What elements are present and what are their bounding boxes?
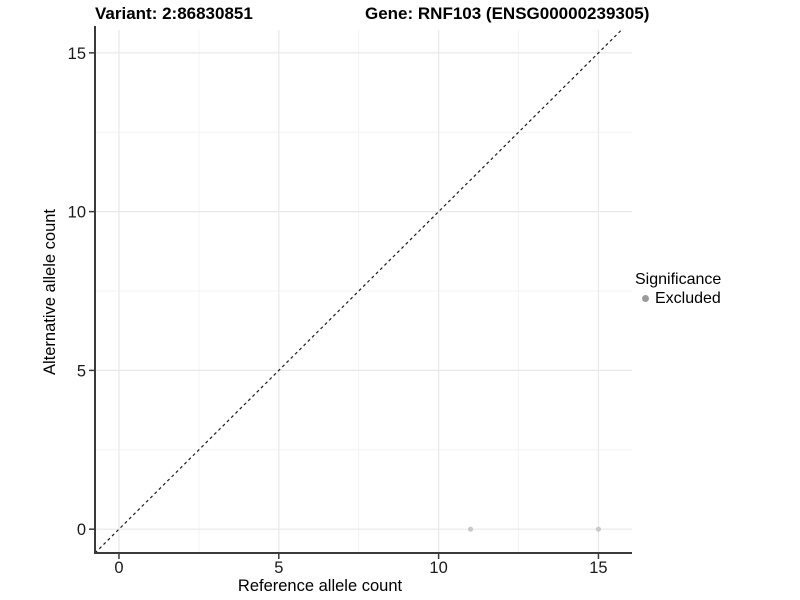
data-point (595, 526, 602, 532)
y-tick-label: 5 (77, 362, 86, 380)
x-tick-label: 0 (114, 559, 123, 577)
legend-item: Excluded (635, 289, 721, 308)
x-tick-label: 5 (274, 559, 283, 577)
minor-gridlines (95, 30, 632, 553)
legend-title: Significance (635, 271, 722, 288)
x-tick-label: 10 (429, 559, 447, 577)
axis-tick-marks (89, 52, 600, 559)
y-tick-label: 15 (68, 45, 86, 63)
identity-reference-line (94, 29, 622, 554)
legend: Significance Excluded (635, 270, 721, 308)
major-gridlines (95, 30, 632, 553)
axis-lines (94, 26, 632, 554)
x-axis-title: Reference allele count (238, 577, 403, 595)
data-points (467, 526, 602, 532)
y-tick-label: 0 (77, 521, 86, 539)
y-tick-label: 10 (68, 204, 86, 222)
legend-point-icon (642, 295, 649, 302)
legend-items: Excluded (635, 289, 721, 308)
data-point (467, 526, 474, 532)
x-tick-label: 15 (589, 559, 607, 577)
axis-tick-labels: 0 5 10 15 0 5 10 15 (68, 45, 608, 577)
y-axis-title: Alternative allele count (41, 209, 59, 375)
legend-item-label: Excluded (655, 290, 721, 307)
variant-title: Variant: 2:86830851 (95, 4, 253, 23)
gene-title: Gene: RNF103 (ENSG00000239305) (365, 4, 650, 23)
